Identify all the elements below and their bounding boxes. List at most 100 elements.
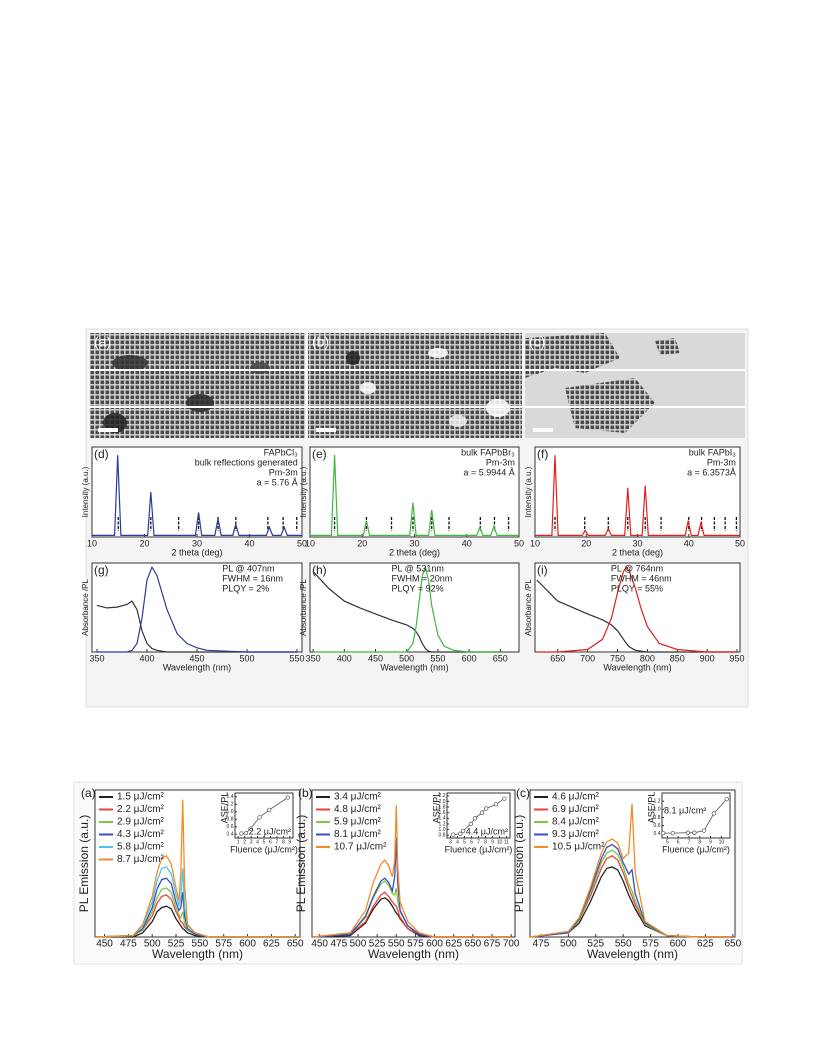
chart: 10 20 30 40 50 2 theta (deg) Intensity (a.u.) (… [299,446,524,557]
series-line [535,455,740,536]
legend-label: 8.1 μJ/cm² [334,829,382,840]
x-axis-label: Wavelength (nm) [587,947,678,961]
inset-x-tick-label: 3 [449,839,452,845]
inset-y-tick-label: 0.8 [654,815,661,821]
inset-point [479,810,485,815]
scale-bar [533,428,553,432]
inset-x-tick-label: 9 [709,839,712,845]
tem-image: (b) [308,333,522,438]
panel-label: (c) [516,786,530,800]
x-tick-label: 525 [587,939,604,950]
inset-point [285,795,290,800]
series-line [311,837,512,938]
x-tick-label: 500 [560,939,577,950]
series-line [536,566,737,653]
image-feature [112,355,148,371]
inset-x-tick-label: 7 [477,839,480,845]
annotation: Pm-3m [707,457,736,467]
series-line [310,455,519,536]
x-axis-label: Wavelength (nm) [368,947,459,961]
scale-bar [316,428,336,432]
annotation: a = 5.76 Å [257,477,298,487]
image-feature [428,348,448,358]
series-line [94,799,300,938]
plot-area [534,446,741,538]
inset-y-tick-label: 0.8 [227,817,234,823]
chart: 350 400 450 500 550 Wavelength (nm) Absorbance… [81,562,305,672]
x-tick-label: 10 [87,538,97,548]
y-axis-label: Absorbance /PL [299,578,308,635]
x-tick-label: 650 [550,653,565,663]
inset-x-tick-label: 1 [237,839,240,845]
annotation: FWHM = 16nm [222,573,283,583]
inset-point [468,821,473,827]
inset-point [502,796,507,801]
panel-label: (g) [94,563,109,577]
inset-annotation: 4.4 μJ/cm² [466,826,508,836]
x-tick-label: 10 [305,538,315,548]
chart: 350 400 450 500 550 600 650 Wavelength (nm) Abso… [299,562,520,672]
inset-x-tick-label: 5 [263,839,266,845]
panel-label: (f) [537,447,548,461]
annotation: PL @ 531nm [392,563,444,573]
inset-x-tick-label: 5 [666,839,669,845]
legend-label: 9.3 μJ/cm² [552,829,600,840]
x-tick-label: 850 [670,653,685,663]
inset-x-tick-label: 8 [698,839,701,845]
x-tick-label: 675 [484,939,501,950]
inset-point [257,815,262,820]
legend-label: 10.7 μJ/cm² [334,842,387,853]
image-feature [346,351,360,365]
inset-y-tick-label: 1.6 [439,810,446,816]
annotation: PLQY = 55% [611,583,663,593]
x-axis-label: Wavelength (nm) [152,947,243,961]
legend-label: 4.3 μJ/cm² [117,829,165,840]
annotation: FAPbCl₃ [264,447,299,457]
inset-y-label: ASE/PL [219,792,229,824]
x-tick-label: 450 [311,939,328,950]
panel-label: (c) [529,334,545,350]
x-tick-label: 20 [581,538,591,548]
x-tick-label: 650 [287,939,304,950]
inset-annotation: 2.2 μJ/cm² [249,826,291,836]
x-axis-label: Wavelength (nm) [380,662,448,672]
panel-label: (b) [298,786,313,800]
x-tick-label: 450 [96,939,113,950]
x-tick-label: 475 [330,939,347,950]
image-feature [565,378,655,433]
x-tick-label: 600 [426,939,443,950]
inset-x-tick-label: 2 [243,839,246,845]
inset-point [239,831,244,836]
x-tick-label: 550 [388,939,405,950]
inset-y-tick-label: 0.4 [654,831,661,837]
series-line [95,905,300,938]
x-tick-label: 600 [670,939,687,950]
inset-x-tick-label: 9 [491,839,494,845]
x-tick-label: 600 [462,653,477,663]
x-axis-label: 2 theta (deg) [389,547,440,557]
inset-x-tick-label: 6 [677,839,680,845]
inset-x-tick-label: 11 [504,839,509,845]
legend-label: 2.2 μJ/cm² [117,804,165,815]
x-tick-label: 450 [368,653,383,663]
tem-image: (a) [90,333,305,438]
inset-x-tick-label: 7 [688,839,691,845]
x-tick-label: 550 [289,653,304,663]
x-tick-label: 50 [514,538,524,548]
x-tick-label: 700 [503,939,520,950]
inset-point [451,832,456,837]
inset-point [660,830,666,836]
image-feature [525,333,620,378]
annotation: a = 5.9944 Å [464,467,515,477]
image-feature [186,394,214,412]
inset-point [493,802,499,807]
inset-x-tick-label: 5 [463,839,466,845]
inset-point [460,828,466,834]
inset-y-tick-label: 1.2 [227,802,234,808]
x-tick-label: 475 [120,939,137,950]
x-tick-label: 575 [407,939,424,950]
annotation: PL @ 764nm [611,563,663,573]
y-axis-label: Intensity (a.u.) [81,466,90,517]
x-tick-label: 20 [139,538,149,548]
